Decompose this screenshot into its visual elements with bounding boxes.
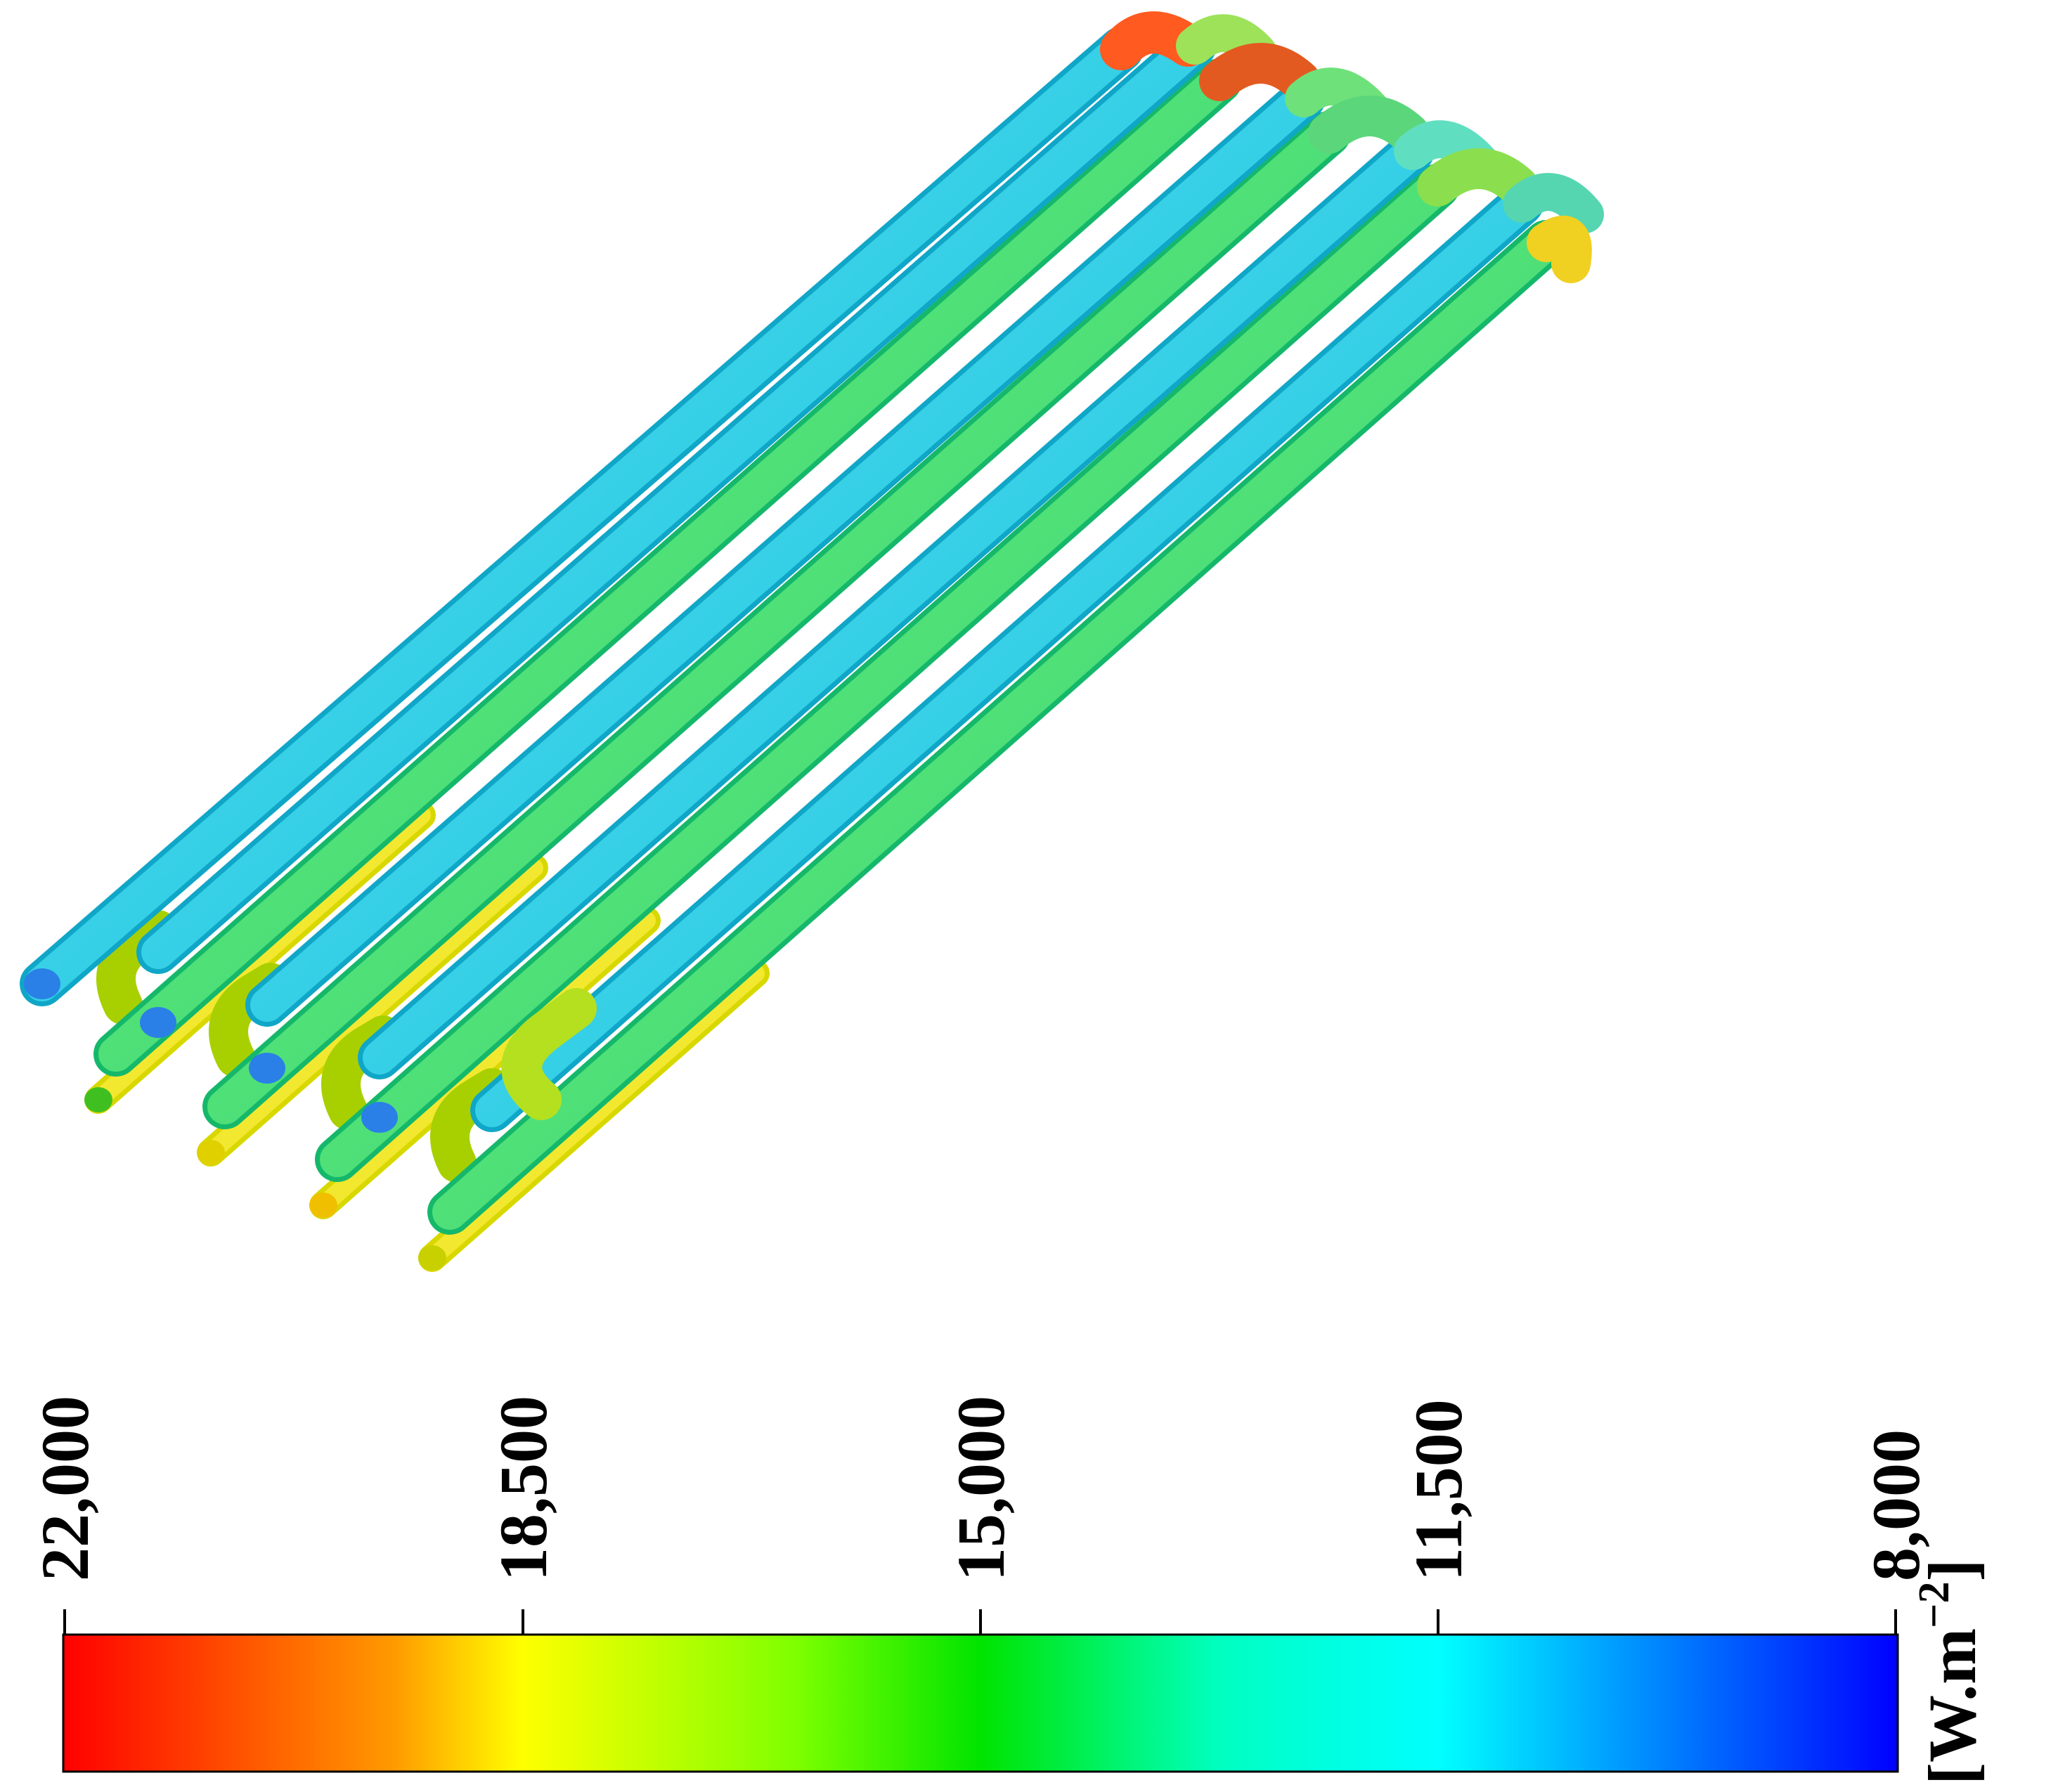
colorbar-unit: [W.m−2] [1910, 1559, 1990, 1785]
long-tubes [20, 24, 1569, 1235]
colorbar-ticks [63, 1609, 1897, 1635]
tube-bundle [20, 11, 1604, 1272]
tick-label: 8,000 [1858, 1429, 1934, 1581]
tick-label: 22,000 [27, 1396, 103, 1581]
tick-label: 15,000 [943, 1396, 1018, 1581]
tick-label: 18,500 [486, 1396, 561, 1581]
upper-u-bends [1100, 11, 1604, 283]
inlet-tubes-back [84, 801, 770, 1272]
tube-ends [24, 968, 446, 1271]
unit-base: [W.m [1915, 1628, 1990, 1785]
colorbar: 22,000 18,500 15,000 11,500 8,000 [W.m−2… [27, 1396, 1990, 1785]
unit-close: ] [1915, 1559, 1990, 1582]
colorbar-gradient [62, 1633, 1899, 1773]
front-u-bend [501, 988, 597, 1120]
colorbar-tick-labels: 22,000 18,500 15,000 11,500 8,000 [27, 1396, 1934, 1581]
unit-exponent: −2 [1910, 1582, 1958, 1628]
tick-label: 11,500 [1401, 1399, 1476, 1581]
